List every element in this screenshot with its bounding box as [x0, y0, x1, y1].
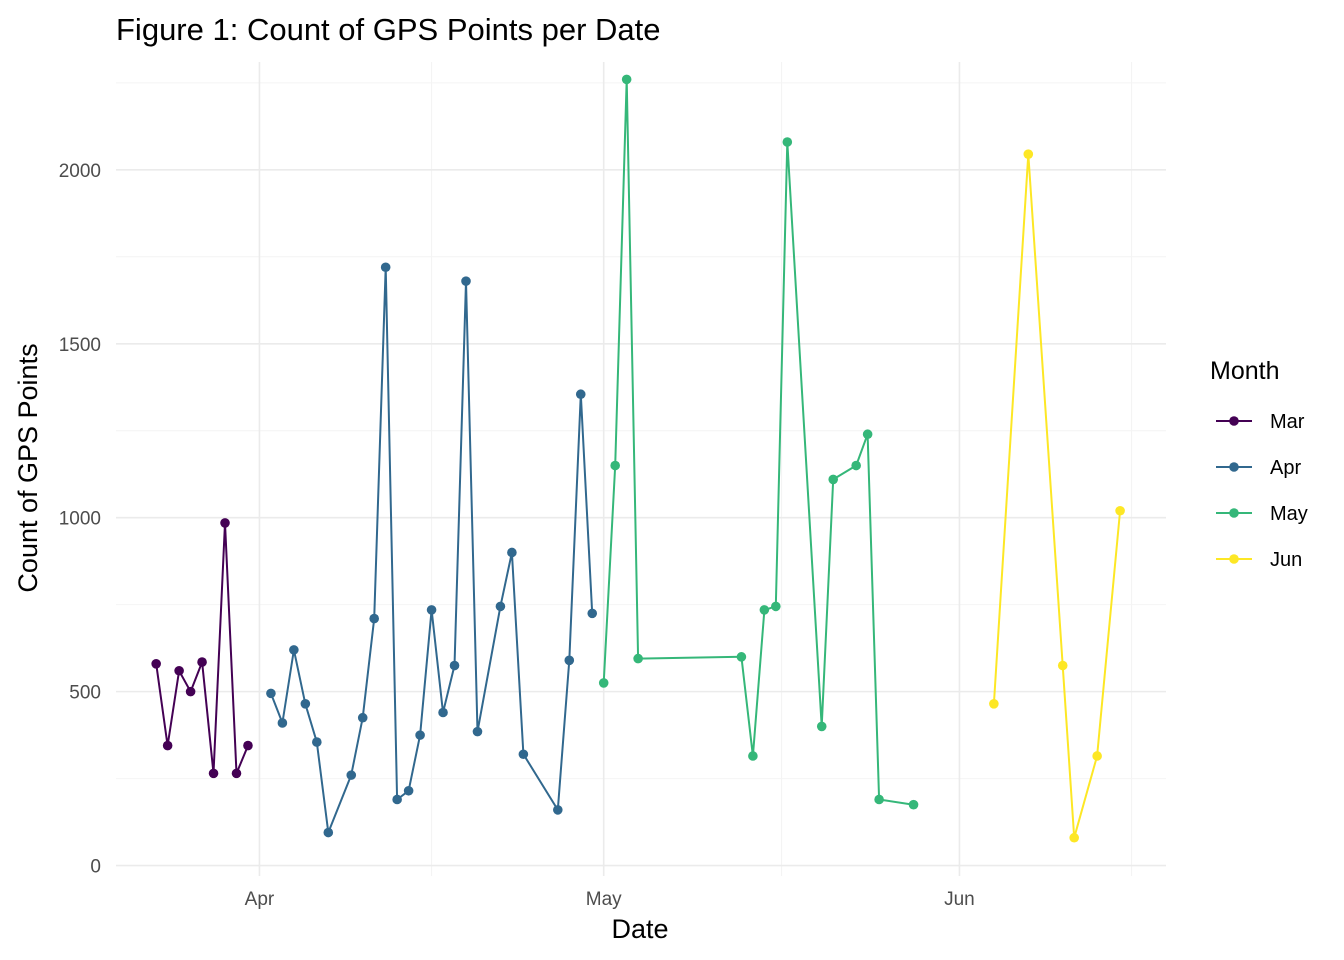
data-point-apr — [300, 699, 311, 709]
series-line-mar — [155, 521, 249, 775]
data-point-apr — [312, 737, 322, 747]
y-tick-label: 2000 — [59, 161, 101, 182]
data-point-apr — [323, 827, 334, 838]
data-point-mar — [151, 659, 161, 669]
data-point-mar — [162, 740, 173, 751]
data-point-may — [908, 799, 919, 810]
data-point-mar — [185, 686, 196, 697]
x-axis: Apr May Jun — [245, 889, 975, 910]
x-tick-label: Jun — [944, 889, 975, 910]
data-point-may — [828, 474, 839, 485]
data-point-mar — [220, 518, 230, 528]
data-point-apr — [438, 707, 448, 718]
data-point-apr — [277, 718, 288, 728]
data-point-may — [862, 429, 873, 440]
data-point-apr — [426, 605, 437, 615]
data-point-may — [748, 751, 758, 761]
x-tick-label: May — [586, 889, 622, 910]
data-point-mar — [231, 768, 242, 779]
data-point-jun — [1023, 149, 1034, 159]
data-point-may — [598, 678, 609, 688]
major-grid — [116, 62, 1166, 876]
data-point-may — [771, 601, 781, 612]
x-axis-title: Date — [611, 914, 668, 944]
data-point-apr — [449, 660, 460, 671]
legend-label-apr: Apr — [1270, 457, 1301, 479]
data-point-may — [782, 137, 793, 147]
data-point-apr — [553, 805, 563, 815]
series-line-jun — [992, 153, 1122, 839]
data-point-mar — [208, 768, 219, 779]
data-point-mar — [197, 657, 207, 667]
legend-label-mar: Mar — [1270, 411, 1305, 433]
series-layer — [151, 74, 1125, 843]
legend-item-jun: Jun — [1216, 549, 1302, 571]
data-point-apr — [518, 749, 529, 760]
data-point-apr — [461, 276, 471, 286]
data-point-apr — [575, 389, 586, 400]
data-point-apr — [564, 655, 575, 666]
data-point-apr — [392, 794, 402, 805]
minor-grid — [116, 62, 1166, 876]
y-tick-label: 1500 — [59, 335, 101, 356]
data-point-mar — [174, 665, 184, 676]
data-point-apr — [495, 601, 506, 612]
data-point-apr — [369, 613, 379, 624]
y-tick-label: 500 — [69, 683, 101, 704]
data-point-apr — [357, 712, 368, 723]
data-point-may — [759, 605, 770, 615]
legend-label-may: May — [1270, 503, 1308, 525]
data-point-may — [736, 652, 747, 662]
data-point-apr — [380, 262, 391, 273]
legend-item-mar: Mar — [1216, 411, 1305, 433]
data-point-may — [610, 460, 620, 471]
y-axis-title: Count of GPS Points — [13, 343, 43, 592]
data-point-jun — [989, 699, 999, 709]
chart-title: Figure 1: Count of GPS Points per Date — [116, 12, 661, 47]
y-axis: 0 500 1000 1500 2000 — [59, 161, 101, 878]
y-tick-label: 1000 — [59, 509, 101, 530]
legend-label-jun: Jun — [1270, 549, 1302, 571]
data-point-apr — [415, 730, 425, 740]
y-tick-label: 0 — [90, 857, 101, 878]
data-point-apr — [507, 547, 517, 558]
data-point-apr — [587, 608, 598, 619]
data-point-mar — [243, 740, 253, 751]
data-point-jun — [1057, 660, 1068, 671]
legend-key-point-mar — [1229, 416, 1239, 426]
legend-item-apr: Apr — [1216, 457, 1301, 479]
series-line-may — [602, 78, 914, 806]
data-point-apr — [403, 785, 414, 796]
data-point-may — [816, 721, 827, 732]
data-point-jun — [1115, 505, 1125, 516]
data-point-may — [621, 74, 632, 85]
data-point-jun — [1069, 832, 1079, 843]
legend: Month Mar Apr May Jun — [1210, 357, 1308, 571]
legend-key-point-may — [1229, 508, 1239, 518]
data-point-apr — [472, 726, 483, 737]
legend-item-may: May — [1216, 503, 1308, 525]
legend-key-point-apr — [1229, 462, 1239, 472]
data-point-may — [874, 794, 884, 805]
legend-key-point-jun — [1229, 554, 1239, 564]
data-point-may — [851, 460, 861, 471]
data-point-apr — [289, 645, 299, 655]
x-tick-label: Apr — [245, 889, 275, 910]
data-point-apr — [266, 688, 276, 699]
data-point-apr — [346, 770, 357, 780]
data-point-jun — [1092, 751, 1102, 761]
legend-title: Month — [1210, 357, 1279, 385]
data-point-may — [633, 653, 643, 664]
